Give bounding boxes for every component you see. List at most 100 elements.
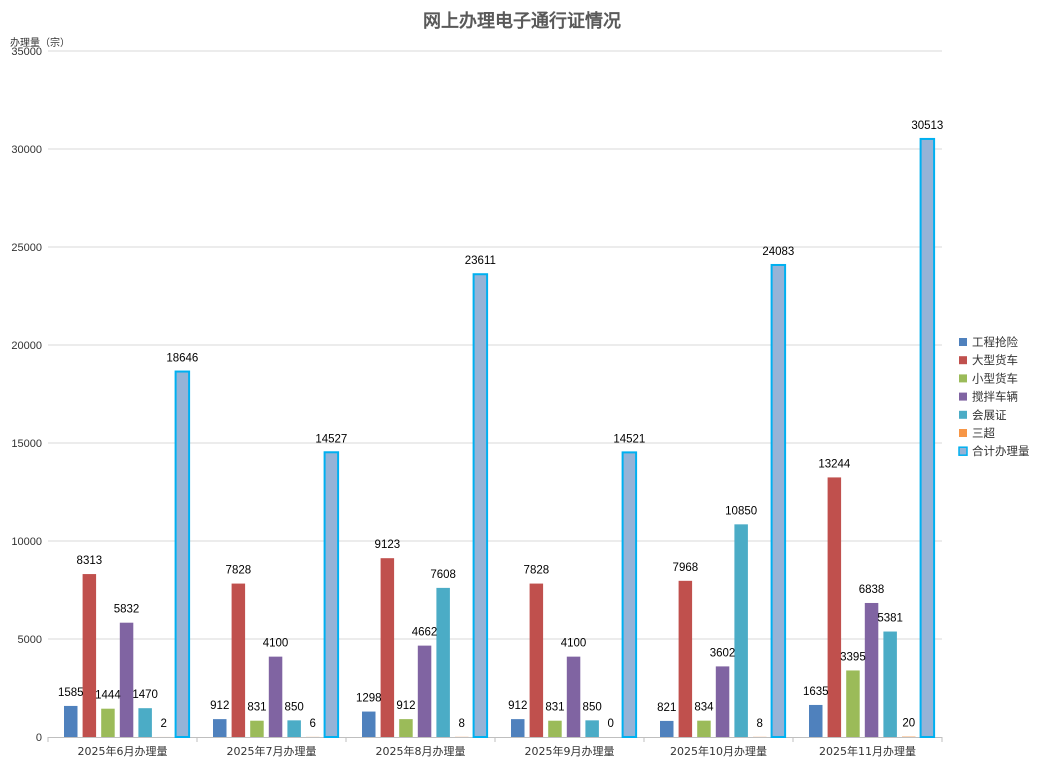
data-label: 831	[545, 702, 564, 714]
bar	[417, 645, 432, 737]
data-label: 30513	[911, 120, 943, 132]
data-label: 0	[608, 718, 614, 730]
data-label: 6838	[859, 584, 885, 596]
bar	[846, 670, 860, 737]
data-label: 7608	[430, 569, 456, 581]
data-label: 2	[161, 718, 167, 730]
bar	[287, 720, 301, 737]
bar	[529, 583, 544, 737]
data-label: 7828	[226, 565, 252, 577]
bar	[864, 602, 879, 737]
bar	[621, 451, 638, 738]
bar	[174, 370, 191, 738]
legend-label: 大型货车	[972, 353, 1018, 367]
x-tick-label: 2025年6月办理量	[78, 744, 168, 758]
data-label: 5381	[877, 613, 903, 625]
data-label: 9123	[375, 539, 401, 551]
bar	[231, 583, 246, 737]
data-label: 850	[285, 701, 304, 713]
x-axis: 2025年6月办理量 2025年7月办理量 2025年8月办理量 2025年9月办理量…	[47, 737, 943, 758]
data-label: 3395	[840, 651, 866, 663]
bar	[883, 631, 897, 737]
bar	[919, 137, 936, 739]
data-label: 10850	[725, 505, 757, 517]
bar	[734, 524, 748, 737]
bar	[138, 708, 152, 737]
data-label: 912	[508, 700, 527, 712]
y-tick-label: 20000	[11, 340, 42, 352]
data-label: 7968	[673, 562, 699, 574]
legend-label: 搅拌车辆	[972, 390, 1018, 404]
x-tick-label: 2025年11月办理量	[819, 744, 916, 758]
data-label: 24083	[762, 246, 794, 258]
bar	[380, 558, 395, 737]
data-label: 6	[310, 718, 316, 730]
legend-swatch	[959, 374, 967, 383]
bar	[323, 451, 340, 738]
bar	[101, 708, 115, 737]
data-label: 4662	[412, 627, 438, 639]
legend-swatch	[959, 392, 967, 401]
data-label: 14527	[315, 433, 347, 445]
y-tick-label: 25000	[11, 242, 42, 254]
data-label: 7828	[524, 565, 550, 577]
bar	[660, 720, 674, 737]
data-label: 14521	[613, 433, 645, 445]
bars	[64, 137, 936, 739]
legend-swatch	[959, 429, 967, 437]
data-label: 8313	[77, 555, 103, 567]
bar	[678, 580, 693, 737]
legend-label: 会展证	[972, 408, 1007, 422]
bar	[827, 477, 842, 737]
data-label: 834	[694, 702, 714, 714]
bar	[119, 622, 134, 737]
y-tick-label: 10000	[11, 536, 42, 548]
data-label: 912	[210, 700, 229, 712]
data-label: 13244	[818, 458, 851, 470]
y-tick-label: 5000	[18, 634, 42, 646]
y-axis-ticks: 0 5000 10000 15000 20000 25000 30000 35000	[11, 46, 42, 744]
data-label: 5832	[114, 604, 140, 616]
data-labels: 1585 912 1298 912 821 1635 8313 7828 9123 7828 796…	[58, 120, 943, 730]
bar	[436, 587, 450, 737]
data-label: 1298	[356, 693, 382, 705]
legend-swatch	[959, 356, 967, 365]
x-tick-label: 2025年7月办理量	[227, 744, 317, 758]
y-tick-label: 30000	[11, 144, 42, 156]
bar	[585, 720, 599, 737]
legend-swatch	[959, 338, 967, 346]
x-tick-label: 2025年9月办理量	[525, 744, 615, 758]
bar	[213, 719, 227, 737]
legend-swatch	[958, 446, 968, 456]
data-label: 831	[247, 702, 266, 714]
y-tick-label: 0	[36, 732, 42, 744]
bar	[362, 711, 376, 737]
legend-label: 工程抢险	[972, 335, 1018, 349]
data-label: 1585	[58, 687, 84, 699]
x-tick-label: 2025年8月办理量	[376, 744, 466, 758]
legend-label: 小型货车	[972, 371, 1018, 385]
data-label: 4100	[561, 638, 587, 650]
bar	[250, 720, 264, 737]
data-label: 23611	[465, 255, 496, 267]
legend-label: 三超	[972, 426, 995, 440]
bar	[472, 273, 489, 738]
bar	[64, 705, 78, 737]
y-tick-label: 15000	[11, 438, 42, 450]
bar	[770, 263, 787, 738]
data-label: 3602	[710, 647, 736, 659]
data-label: 4100	[263, 638, 289, 650]
bar	[268, 656, 283, 737]
bar	[715, 666, 730, 737]
data-label: 8	[757, 718, 763, 730]
data-label: 912	[396, 700, 415, 712]
bar	[511, 719, 525, 737]
legend-swatch	[959, 410, 967, 419]
legend-label: 合计办理量	[972, 444, 1030, 458]
data-label: 1470	[132, 689, 158, 701]
data-label: 850	[583, 701, 602, 713]
y-axis-label: 办理量（宗）	[10, 36, 70, 49]
